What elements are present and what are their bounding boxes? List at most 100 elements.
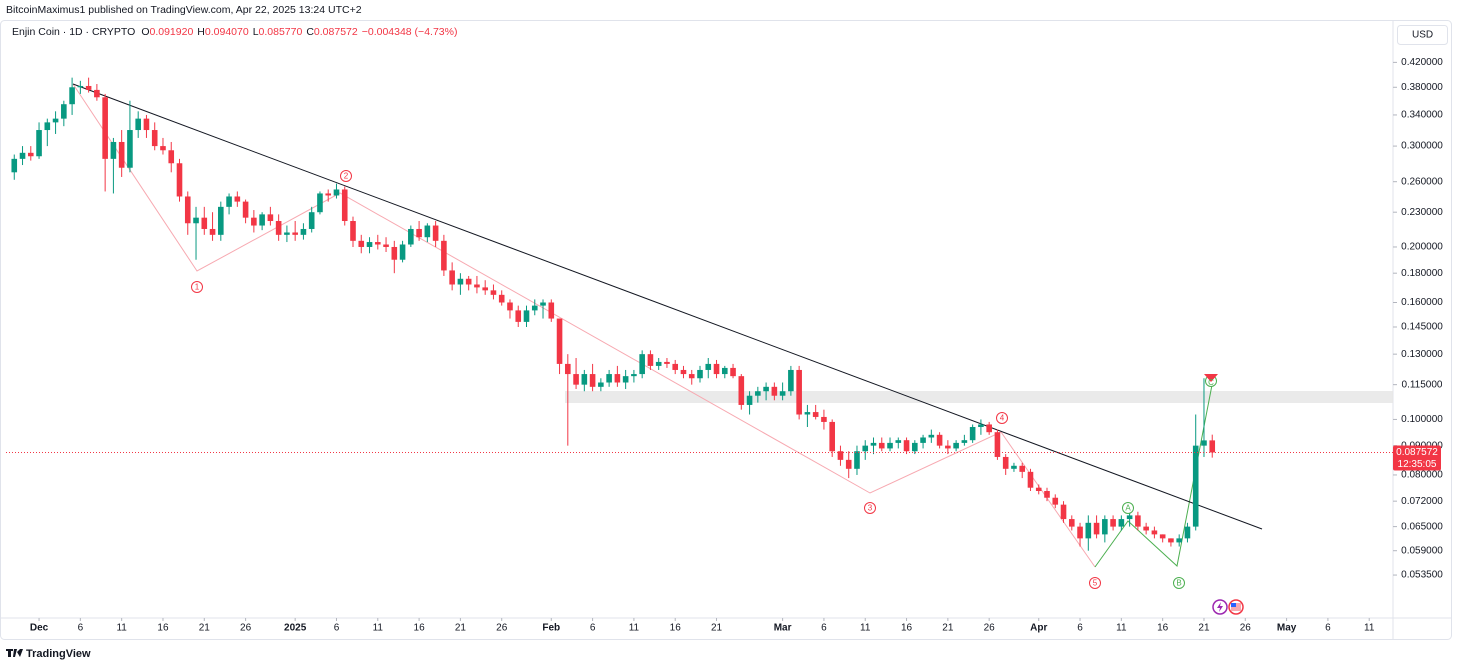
candle-body xyxy=(878,442,885,449)
x-tick-label: 6 xyxy=(78,623,84,634)
candle-body xyxy=(796,369,802,415)
candle-body xyxy=(441,240,447,271)
candle-body xyxy=(308,212,315,229)
ohlc-value: 0.091920 xyxy=(150,26,194,38)
change: −0.004348 (−4.73%) xyxy=(362,26,458,38)
ohlc-value: 0.094070 xyxy=(205,26,249,38)
candle-body xyxy=(94,89,100,98)
candle-body xyxy=(317,193,323,213)
correction-circle xyxy=(1173,577,1185,589)
publisher: BitcoinMaximus1 published on TradingView… xyxy=(6,4,362,16)
candle-body xyxy=(242,201,249,218)
wave-circle xyxy=(996,412,1008,424)
candle-body xyxy=(1019,465,1026,472)
x-tick-label: 11 xyxy=(373,623,384,634)
candle-body xyxy=(11,158,18,173)
ohlc-key: O xyxy=(141,26,149,38)
ohlc-key: H xyxy=(197,26,205,38)
candle-body xyxy=(598,382,604,387)
x-tick-label: 2025 xyxy=(284,623,307,634)
x-tick-label: Mar xyxy=(774,623,792,634)
candle-body xyxy=(19,152,26,159)
candle-body xyxy=(1184,526,1191,539)
candle-body xyxy=(118,141,125,168)
candle-body xyxy=(713,363,720,375)
candle-body xyxy=(1201,440,1207,446)
candle-body xyxy=(903,440,910,452)
y-tick-label: 0.340000 xyxy=(1401,110,1443,121)
correction-label: C xyxy=(1208,378,1214,387)
sell-marker xyxy=(1204,374,1218,382)
candle-body xyxy=(1068,519,1075,527)
candle-body xyxy=(730,367,736,377)
candle-body xyxy=(52,118,59,123)
candle-body xyxy=(978,424,984,428)
candle-body xyxy=(1176,538,1182,543)
candle-body xyxy=(763,386,769,392)
candle-body xyxy=(854,451,860,469)
candle-body xyxy=(85,85,92,90)
wave-label: 3 xyxy=(868,504,873,513)
event-icon-bolt xyxy=(1217,602,1223,612)
x-tick-label: 11 xyxy=(116,623,127,634)
y-tick-label: 0.420000 xyxy=(1401,57,1443,68)
candle-body xyxy=(1002,456,1009,469)
x-tick-label: 26 xyxy=(496,623,508,634)
candle-body xyxy=(697,369,703,379)
x-tick-label: 16 xyxy=(670,623,682,634)
candle-body xyxy=(738,376,745,405)
candle-body xyxy=(300,228,307,235)
correction-labels xyxy=(1122,375,1217,589)
wave-line xyxy=(72,83,1096,568)
candle-body xyxy=(1011,465,1017,469)
candle-body xyxy=(788,369,794,392)
candle-body xyxy=(1027,471,1034,488)
candle-body xyxy=(953,442,959,449)
candle-body xyxy=(1052,497,1059,505)
candle-body xyxy=(812,412,819,417)
candle-body xyxy=(779,391,786,396)
candle-body xyxy=(556,318,563,364)
candle-body xyxy=(845,459,852,469)
candle-body xyxy=(1044,491,1050,498)
correction-label: B xyxy=(1176,579,1181,588)
x-tick-label: 16 xyxy=(157,623,169,634)
candle-body xyxy=(1110,519,1116,527)
candle-body xyxy=(259,214,265,226)
candle-body xyxy=(424,225,431,238)
x-tick-label: 11 xyxy=(1116,623,1127,634)
y-tick-label: 0.230000 xyxy=(1401,207,1443,218)
candle-body xyxy=(358,240,365,247)
symbol: Enjin Coin · 1D · CRYPTO xyxy=(12,26,135,38)
candle-body xyxy=(1077,526,1083,539)
last-price-tag xyxy=(1393,445,1441,471)
ohlc-key: L xyxy=(253,26,259,38)
x-tick-label: 6 xyxy=(590,623,596,634)
candle-body xyxy=(507,302,513,311)
candle-body xyxy=(721,367,728,375)
x-tick-label: 21 xyxy=(711,623,723,634)
y-tick-label: 0.053500 xyxy=(1401,570,1443,581)
x-tick-label: Dec xyxy=(30,623,49,634)
candle-body xyxy=(920,437,926,443)
candle-body xyxy=(1135,515,1141,527)
candle-body xyxy=(151,130,158,147)
currency-button[interactable] xyxy=(1397,25,1448,45)
candle-body xyxy=(457,278,464,285)
candle-body xyxy=(680,369,687,375)
economic-icon-flag xyxy=(1231,603,1236,607)
ohlc-value: 0.085770 xyxy=(259,26,303,38)
candle-body xyxy=(168,150,175,164)
candle-body xyxy=(408,228,414,245)
y-tick-label: 0.180000 xyxy=(1401,268,1443,279)
candle-body xyxy=(1035,487,1042,492)
candle-body xyxy=(928,434,935,438)
candle-body xyxy=(193,217,199,224)
candle-body xyxy=(226,196,232,207)
x-tick-label: 11 xyxy=(629,623,640,634)
x-tick-label: 26 xyxy=(1240,623,1252,634)
candle-body xyxy=(44,122,51,131)
candle-body xyxy=(275,221,282,235)
candle-body xyxy=(606,374,612,383)
candle-body xyxy=(531,305,538,311)
